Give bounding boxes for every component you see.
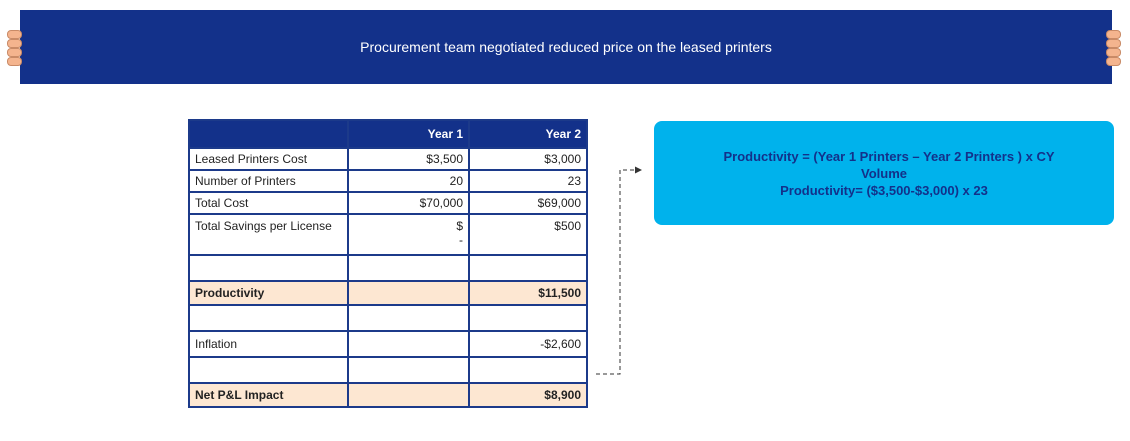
header-year2: Year 2 xyxy=(468,119,588,149)
header-cell-empty xyxy=(188,119,349,149)
row-label: Productivity xyxy=(188,280,349,306)
row-year1: $3,500 xyxy=(347,147,470,171)
table-row-net-impact: Net P&L Impact $8,900 xyxy=(188,382,588,408)
header-year1: Year 1 xyxy=(347,119,470,149)
table-row-productivity: Productivity $11,500 xyxy=(188,280,588,306)
row-year2: -$2,600 xyxy=(468,330,588,358)
row-year1-top: $ xyxy=(456,219,463,233)
formula-line-3: Productivity= ($3,500-$3,000) x 23 xyxy=(780,182,988,198)
row-year2: $8,900 xyxy=(468,382,588,408)
row-label xyxy=(188,356,349,384)
row-label: Inflation xyxy=(188,330,349,358)
table-header-row: Year 1 Year 2 xyxy=(188,119,588,149)
row-year1: $ - xyxy=(347,213,470,256)
row-label: Number of Printers xyxy=(188,169,349,193)
row-year1: $70,000 xyxy=(347,191,470,215)
table-row xyxy=(188,254,588,282)
table-row-inflation: Inflation -$2,600 xyxy=(188,330,588,358)
left-hand-icon xyxy=(4,26,24,72)
row-year1 xyxy=(347,254,470,282)
table-row xyxy=(188,356,588,384)
row-year1: 20 xyxy=(347,169,470,193)
row-year2 xyxy=(468,254,588,282)
row-year1-bottom: - xyxy=(459,233,463,247)
title-banner: Procurement team negotiated reduced pric… xyxy=(20,10,1112,84)
table-row: Number of Printers 20 23 xyxy=(188,169,588,193)
row-year2: $69,000 xyxy=(468,191,588,215)
formula-line-2: Volume xyxy=(861,165,907,181)
row-year2: $11,500 xyxy=(468,280,588,306)
arrow-head-icon xyxy=(635,166,642,174)
row-label: Leased Printers Cost xyxy=(188,147,349,171)
table-row: Leased Printers Cost $3,500 $3,000 xyxy=(188,147,588,171)
row-year1 xyxy=(347,304,470,332)
formula-line-1: Productivity = (Year 1 Printers – Year 2… xyxy=(723,148,1055,164)
row-label xyxy=(188,254,349,282)
row-year1 xyxy=(347,330,470,358)
right-hand-icon xyxy=(1104,26,1124,72)
cost-table: Year 1 Year 2 Leased Printers Cost $3,50… xyxy=(188,119,588,408)
row-year2: $500 xyxy=(468,213,588,256)
row-year1 xyxy=(347,356,470,384)
table-row: Total Savings per License $ - $500 xyxy=(188,213,588,256)
row-label: Total Savings per License xyxy=(188,213,349,256)
row-year2 xyxy=(468,356,588,384)
banner-title: Procurement team negotiated reduced pric… xyxy=(360,39,772,55)
formula-callout: Productivity = (Year 1 Printers – Year 2… xyxy=(654,121,1114,225)
row-year2: $3,000 xyxy=(468,147,588,171)
table-row: Total Cost $70,000 $69,000 xyxy=(188,191,588,215)
row-label: Net P&L Impact xyxy=(188,382,349,408)
row-year1 xyxy=(347,382,470,408)
row-year2 xyxy=(468,304,588,332)
row-year2: 23 xyxy=(468,169,588,193)
table-row xyxy=(188,304,588,332)
row-year1 xyxy=(347,280,470,306)
row-label xyxy=(188,304,349,332)
row-label: Total Cost xyxy=(188,191,349,215)
